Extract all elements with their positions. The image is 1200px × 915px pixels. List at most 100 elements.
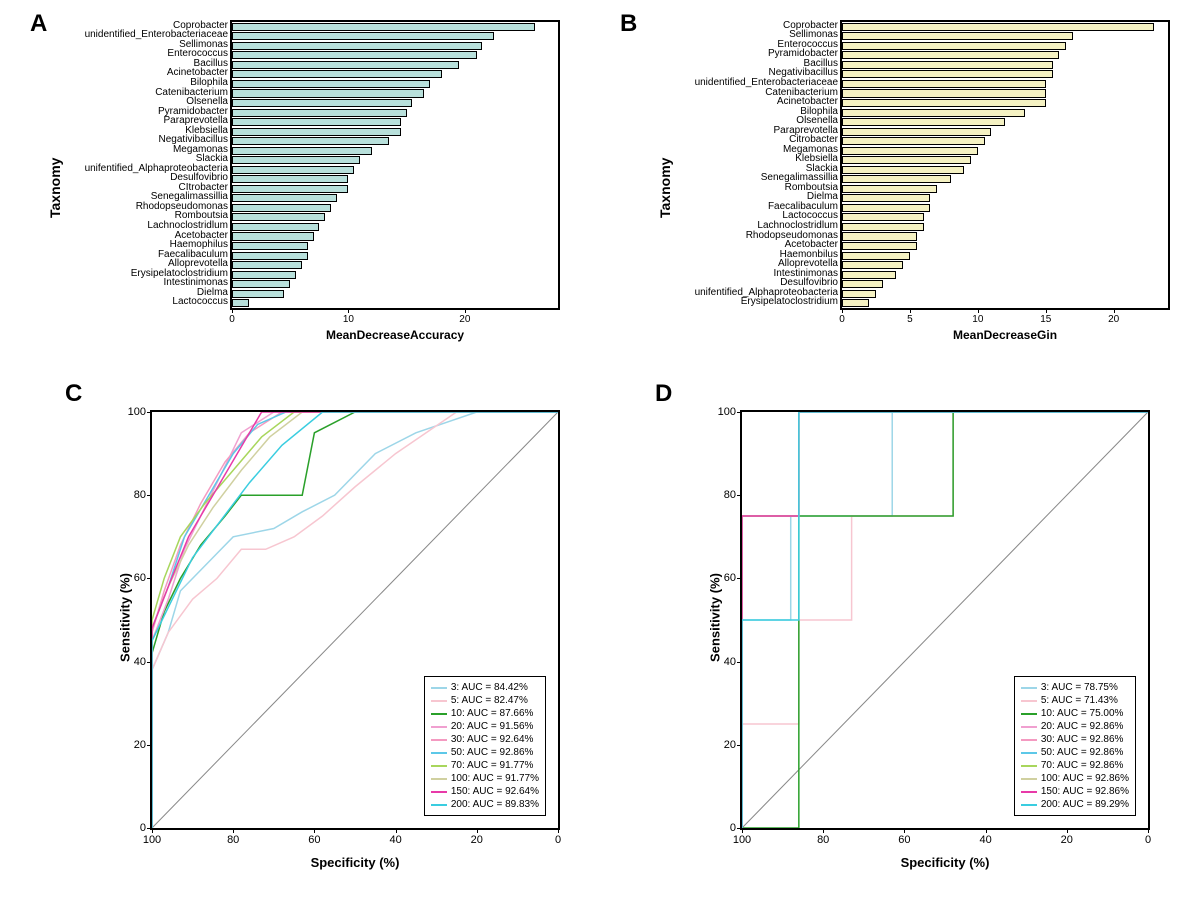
- bar: [842, 252, 910, 260]
- legend-label: 20: AUC = 91.56%: [451, 720, 534, 733]
- bar: [842, 290, 876, 298]
- bar: [842, 128, 991, 136]
- bar: [232, 32, 494, 40]
- bar-row: Negativibacillus: [232, 137, 558, 145]
- bar-category-label: Citrobacter: [789, 136, 842, 144]
- bar: [232, 213, 325, 221]
- bar-row: CItrobacter: [232, 185, 558, 193]
- bar-row: Senegalimassillia: [842, 175, 1168, 183]
- legend-item: 200: AUC = 89.83%: [431, 798, 539, 811]
- bar-row: Olsenella: [842, 118, 1168, 126]
- bar-row: Lactococcus: [232, 299, 558, 307]
- panel-a-chart: Taxnomy Coprobacterunidentified_Enteroba…: [230, 20, 560, 330]
- bar: [232, 271, 296, 279]
- bar-row: Catenibacterium: [232, 89, 558, 97]
- y-tick-label: 40: [134, 656, 146, 668]
- bar-row: Lachnoclostridlum: [842, 223, 1168, 231]
- legend-swatch: [431, 739, 447, 741]
- x-tick-label: 80: [227, 834, 239, 846]
- bar-row: Alloprevotella: [842, 261, 1168, 269]
- bar: [232, 147, 372, 155]
- bar: [232, 290, 284, 298]
- bar-row: Negativibacillus: [842, 70, 1168, 78]
- bar: [842, 51, 1059, 59]
- x-tick-label: 80: [817, 834, 829, 846]
- bar-row: Sellimonas: [842, 32, 1168, 40]
- bar: [232, 23, 535, 31]
- legend-label: 150: AUC = 92.64%: [451, 785, 539, 798]
- bar: [232, 70, 442, 78]
- bar-category-label: Paraprevotella: [164, 117, 232, 125]
- bar-category-label: Alloprevotella: [778, 260, 842, 268]
- x-tick-label: 60: [308, 834, 320, 846]
- legend-label: 70: AUC = 92.86%: [1041, 759, 1124, 772]
- legend-swatch: [1021, 713, 1037, 715]
- legend-item: 10: AUC = 87.66%: [431, 707, 539, 720]
- panel-a-plot-area: Coprobacterunidentified_Enterobacteriace…: [230, 20, 560, 310]
- bar: [842, 70, 1053, 78]
- x-tick-label: 5: [907, 314, 913, 325]
- x-tick-label: 10: [343, 314, 354, 325]
- legend-item: 70: AUC = 92.86%: [1021, 759, 1129, 772]
- legend-label: 5: AUC = 82.47%: [451, 694, 528, 707]
- panel-a-y-title: Taxnomy: [47, 118, 63, 218]
- bar: [842, 147, 978, 155]
- panel-d-chart: 1008060402000204060801003: AUC = 78.75%5…: [740, 410, 1150, 830]
- x-tick-label: 20: [1108, 314, 1119, 325]
- bar-category-label: Negativibacillus: [159, 136, 232, 144]
- x-tick-label: 100: [143, 834, 161, 846]
- legend-label: 200: AUC = 89.29%: [1041, 798, 1129, 811]
- x-tick-label: 0: [229, 314, 235, 325]
- bar: [842, 118, 1005, 126]
- legend-item: 20: AUC = 91.56%: [431, 720, 539, 733]
- legend-swatch: [431, 726, 447, 728]
- legend-swatch: [1021, 752, 1037, 754]
- panel-b-x-title: MeanDecreaseGin: [840, 328, 1170, 342]
- legend-swatch: [1021, 765, 1037, 767]
- bar-row: Citrobacter: [842, 137, 1168, 145]
- bar: [232, 51, 477, 59]
- bar: [842, 89, 1046, 97]
- legend-label: 10: AUC = 87.66%: [451, 707, 534, 720]
- bar: [842, 32, 1073, 40]
- bar: [232, 223, 319, 231]
- bar-category-label: Intestinimonas: [164, 279, 232, 287]
- bar-row: Coprobacter: [842, 23, 1168, 31]
- bar-row: unifentified_Alphaproteobacteria: [842, 290, 1168, 298]
- bar: [232, 166, 354, 174]
- legend-label: 100: AUC = 92.86%: [1041, 772, 1129, 785]
- bar-row: Slackia: [842, 166, 1168, 174]
- panel-d-y-title: Sensitivity (%): [708, 558, 723, 678]
- x-tick-label: 0: [555, 834, 561, 846]
- bar-row: Paraprevotella: [232, 118, 558, 126]
- bar-row: Pyramidobacter: [842, 51, 1168, 59]
- legend-item: 100: AUC = 92.86%: [1021, 772, 1129, 785]
- bar-row: Bacillus: [232, 61, 558, 69]
- panel-c-x-title: Specificity (%): [150, 855, 560, 870]
- bar-category-label: Acinetobacter: [777, 98, 842, 106]
- x-tick-label: 15: [1040, 314, 1051, 325]
- bar-category-label: Desulfovibrio: [780, 279, 842, 287]
- bar: [842, 166, 964, 174]
- y-tick-label: 20: [724, 739, 736, 751]
- bar-row: Faecalibaculum: [232, 252, 558, 260]
- legend-label: 30: AUC = 92.64%: [451, 733, 534, 746]
- bar: [842, 261, 903, 269]
- bar-row: Faecalibaculum: [842, 204, 1168, 212]
- legend-label: 50: AUC = 92.86%: [1041, 746, 1124, 759]
- legend-item: 70: AUC = 91.77%: [431, 759, 539, 772]
- legend-swatch: [431, 778, 447, 780]
- bar-row: Catenibacterium: [842, 89, 1168, 97]
- x-tick-label: 20: [471, 834, 483, 846]
- bar: [842, 109, 1025, 117]
- y-tick-label: 20: [134, 739, 146, 751]
- bar: [842, 194, 930, 202]
- legend-label: 70: AUC = 91.77%: [451, 759, 534, 772]
- bar: [842, 42, 1066, 50]
- legend-item: 20: AUC = 92.86%: [1021, 720, 1129, 733]
- legend-swatch: [431, 765, 447, 767]
- roc-legend: 3: AUC = 78.75%5: AUC = 71.43%10: AUC = …: [1014, 676, 1136, 816]
- panel-c-chart: 1008060402000204060801003: AUC = 84.42%5…: [150, 410, 560, 830]
- bar-row: unidentified_Enterobacteriaceae: [842, 80, 1168, 88]
- legend-label: 5: AUC = 71.43%: [1041, 694, 1118, 707]
